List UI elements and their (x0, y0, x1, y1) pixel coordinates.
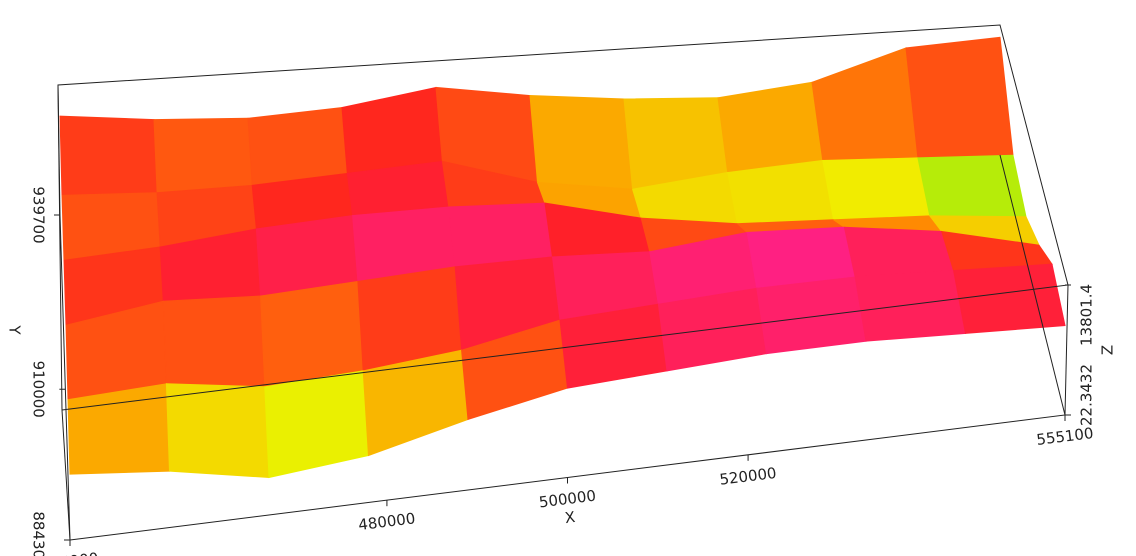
surface-patch (854, 270, 967, 342)
x-tick-label: 500000 (538, 487, 597, 512)
surface-patch (822, 157, 931, 221)
surface-patch (905, 36, 1014, 159)
surface-patch (341, 86, 443, 174)
surface-patch (843, 226, 955, 278)
surface-patch (59, 115, 158, 196)
box-edge (57, 84, 61, 216)
x-tick-label: 444900 (40, 549, 99, 556)
z-tick-label: 22.3432 (1078, 364, 1096, 426)
x-axis-label: X (564, 508, 576, 527)
surface-patch (448, 202, 554, 268)
box-edge (59, 214, 71, 541)
z-axis-label: Z (1099, 345, 1117, 355)
surface (59, 36, 1066, 479)
surface-patch (756, 276, 867, 355)
surface-patch (247, 107, 348, 186)
surface-patch (153, 117, 253, 194)
y-tick-label: 910000 (30, 361, 48, 418)
box-edge (61, 409, 71, 541)
y-tick-label: 884300 (30, 511, 48, 556)
surface-patch (717, 81, 824, 174)
surface-patch (67, 383, 171, 475)
z-tick-label: 13801.4 (1078, 284, 1096, 346)
box-edge (1064, 284, 1069, 416)
surface-patch (917, 154, 1027, 218)
y-tick-label: 939700 (30, 186, 48, 243)
surface-patch (953, 263, 1066, 334)
x-tick-label: 555100 (1035, 424, 1094, 449)
surface-patch (529, 95, 634, 190)
surface-patch (260, 280, 364, 388)
x-tick-label: 480000 (357, 509, 416, 534)
surface-patch (264, 370, 370, 479)
x-tick-label: 520000 (719, 464, 778, 489)
y-axis-label: Y (6, 324, 24, 335)
surface-patch (165, 383, 270, 479)
surface-patch (162, 295, 266, 388)
surface-patch (811, 47, 919, 161)
